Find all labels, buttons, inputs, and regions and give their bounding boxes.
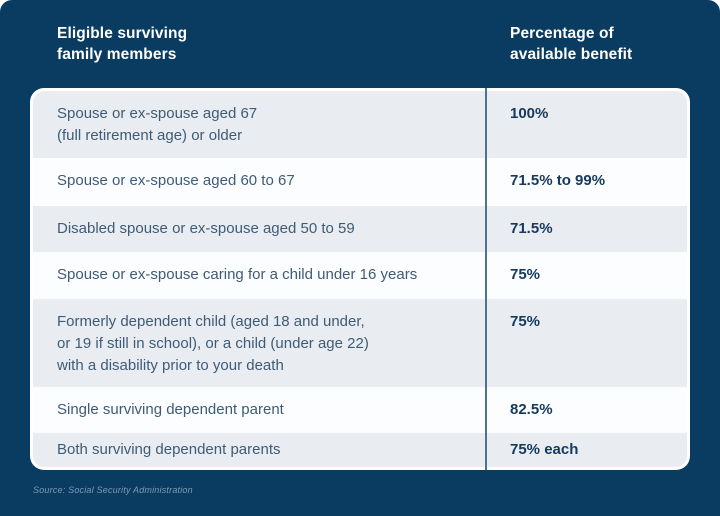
percent-cell: 75% each (510, 441, 579, 458)
column-divider (485, 88, 487, 470)
table-row: Formerly dependent child (aged 18 and un… (33, 299, 687, 387)
percent-cell: 71.5% (510, 220, 553, 237)
percent-cell: 82.5% (510, 401, 553, 418)
member-cell: Disabled spouse or ex-spouse aged 50 to … (57, 220, 355, 237)
column-header-family-members: Eligible surviving family members (57, 25, 188, 63)
table-row: Disabled spouse or ex-spouse aged 50 to … (33, 206, 687, 252)
percent-cell: 71.5% to 99% (510, 172, 606, 189)
table-row: Both surviving dependent parents 75% eac… (33, 433, 687, 467)
member-cell: Formerly dependent child (aged 18 and un… (57, 313, 369, 374)
percent-cell: 100% (510, 105, 549, 122)
table-row: Spouse or ex-spouse aged 67 (full retire… (33, 91, 687, 158)
member-cell: Both surviving dependent parents (57, 441, 281, 458)
member-cell: Spouse or ex-spouse aged 67 (full retire… (57, 105, 258, 144)
percent-cell: 75% (510, 266, 541, 283)
table-row: Spouse or ex-spouse caring for a child u… (33, 252, 687, 299)
table-row: Spouse or ex-spouse aged 60 to 67 71.5% … (33, 158, 687, 206)
source-note: Source: Social Security Administration (33, 485, 193, 495)
benefits-table: Spouse or ex-spouse aged 67 (full retire… (30, 88, 690, 470)
member-cell: Single surviving dependent parent (57, 401, 284, 418)
percent-cell: 75% (510, 313, 541, 330)
column-header-percentage: Percentage of available benefit (510, 25, 633, 63)
member-cell: Spouse or ex-spouse caring for a child u… (57, 266, 418, 283)
table-row: Single surviving dependent parent 82.5% (33, 387, 687, 433)
member-cell: Spouse or ex-spouse aged 60 to 67 (57, 172, 295, 189)
